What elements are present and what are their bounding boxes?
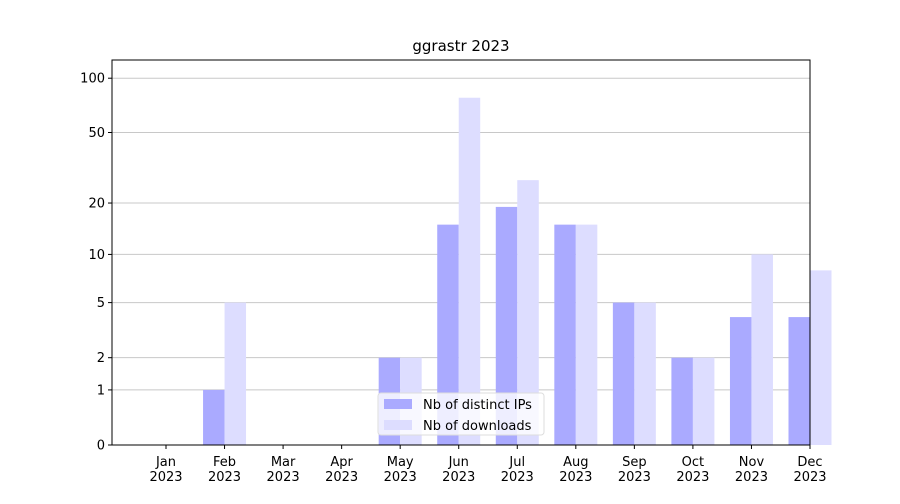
bar <box>810 270 832 445</box>
y-tick-label: 10 <box>88 248 105 263</box>
plot-frame <box>111 59 811 446</box>
y-tick-label: 5 <box>97 296 105 311</box>
legend: Nb of distinct IPs Nb of downloads <box>377 392 545 436</box>
y-tick-label: 2 <box>97 351 105 366</box>
legend-label: Nb of distinct IPs <box>423 398 532 413</box>
x-tick-label: Feb 2023 <box>208 455 241 485</box>
x-tick-label: Jan 2023 <box>149 455 182 485</box>
bar <box>203 389 225 445</box>
bar <box>575 224 598 445</box>
y-tick-label: 1 <box>97 383 105 398</box>
bar <box>224 302 247 445</box>
x-tick-label: Oct 2023 <box>676 455 709 485</box>
bar <box>517 180 539 445</box>
x-tick-label: Jun 2023 <box>442 455 475 485</box>
legend-box <box>377 392 545 436</box>
x-tick-label: Mar 2023 <box>267 455 300 485</box>
x-tick-label: Apr 2023 <box>325 455 358 485</box>
y-tick-label: 50 <box>88 126 105 141</box>
bar <box>671 357 693 445</box>
chart-title: ggrastr 2023 <box>412 37 509 55</box>
bar <box>788 317 810 445</box>
x-tick-label: Jul 2023 <box>501 455 534 485</box>
bar <box>692 357 715 445</box>
bar <box>729 317 752 445</box>
x-tick-label: Sep 2023 <box>618 455 651 485</box>
legend-swatch <box>384 420 412 430</box>
bar <box>495 206 518 445</box>
bar <box>751 254 773 445</box>
y-tick-label: 20 <box>88 197 105 212</box>
legend-swatch <box>384 399 412 409</box>
bar <box>458 97 481 445</box>
x-tick-label: May 2023 <box>384 455 417 485</box>
x-tick-label: Dec 2023 <box>793 455 826 485</box>
bar <box>612 302 635 445</box>
bar <box>634 302 656 445</box>
bar <box>554 224 576 445</box>
x-tick-label: Aug 2023 <box>559 455 592 485</box>
y-tick-label: 0 <box>97 439 105 454</box>
legend-label: Nb of downloads <box>423 419 532 434</box>
y-tick-label: 100 <box>80 72 105 87</box>
bar <box>437 224 459 445</box>
x-tick-label: Nov 2023 <box>735 455 768 485</box>
